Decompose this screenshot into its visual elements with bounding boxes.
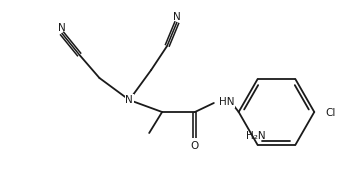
Text: O: O <box>191 141 199 151</box>
Text: N: N <box>58 23 66 33</box>
Text: H₂N: H₂N <box>246 131 265 141</box>
Text: N: N <box>125 95 133 105</box>
Text: N: N <box>173 12 181 22</box>
Text: Cl: Cl <box>325 108 336 118</box>
Text: HN: HN <box>219 97 234 107</box>
